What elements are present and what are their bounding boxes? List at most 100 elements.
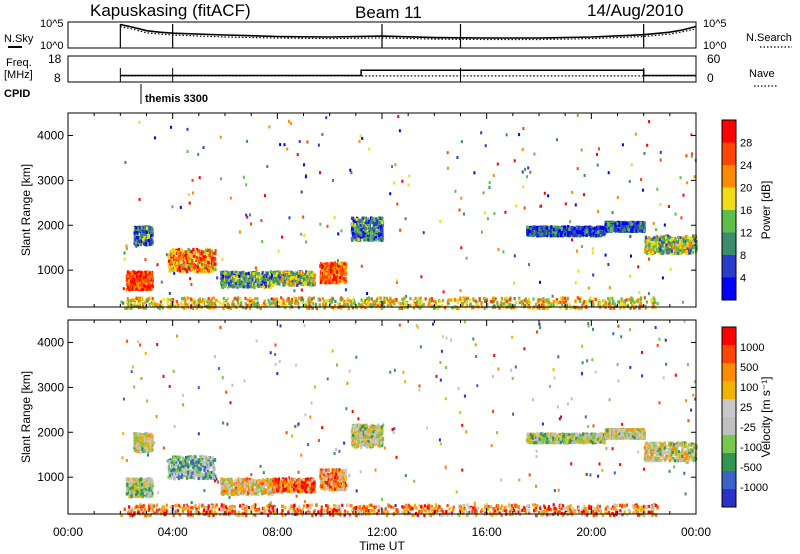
echo-cell xyxy=(591,233,594,237)
echo-cell xyxy=(674,212,677,216)
echo-cell xyxy=(639,221,642,226)
echo-cell xyxy=(195,250,198,254)
echo-cell xyxy=(287,277,290,281)
echo-cell xyxy=(238,274,241,278)
echo-cell xyxy=(223,284,226,288)
echo-cell xyxy=(368,238,371,242)
echo-cell xyxy=(596,152,598,156)
echo-cell xyxy=(138,286,141,290)
echo-cell xyxy=(187,251,190,255)
echo-cell xyxy=(180,263,183,267)
echo-cell xyxy=(497,247,500,251)
echo-cell xyxy=(232,276,235,281)
echo-cell xyxy=(278,282,281,286)
echo-cell xyxy=(179,269,182,273)
echo-cell xyxy=(236,284,239,288)
echo-cell xyxy=(148,286,151,290)
freq-panel: 18 8 60 0 xyxy=(48,52,721,85)
echo-cell xyxy=(367,220,371,224)
echo-cell xyxy=(600,230,603,234)
echo-cell xyxy=(442,290,445,294)
echo-cell xyxy=(529,231,532,235)
echo-cell xyxy=(460,140,463,144)
echo-cell xyxy=(622,224,625,228)
echo-cell xyxy=(397,115,400,119)
echo-cell xyxy=(590,226,593,230)
echo-cell xyxy=(167,259,171,263)
echo-cell xyxy=(374,217,377,221)
echo-cell xyxy=(144,232,147,236)
echo-cell xyxy=(526,227,529,231)
echo-cell xyxy=(360,264,363,268)
echo-cell xyxy=(502,250,505,254)
echo-cell xyxy=(219,177,222,181)
echo-cell xyxy=(236,279,239,284)
echo-cell xyxy=(454,189,457,193)
echo-cell xyxy=(523,206,526,210)
echo-cell xyxy=(367,224,370,228)
echo-cell xyxy=(656,187,659,191)
date-title: 14/Aug/2010 xyxy=(587,1,683,20)
echo-cell xyxy=(178,267,181,271)
echo-cell xyxy=(151,284,154,288)
echo-cell xyxy=(195,264,198,268)
echo-cell xyxy=(542,226,545,230)
echo-cell xyxy=(554,234,557,238)
echo-cell xyxy=(201,263,204,267)
echo-cell xyxy=(280,279,283,283)
echo-cell xyxy=(576,113,579,117)
echo-cell xyxy=(625,228,628,232)
echo-cell xyxy=(634,132,637,136)
echo-cell xyxy=(599,234,602,238)
echo-cell xyxy=(332,277,335,282)
echo-cell xyxy=(366,217,369,221)
echo-cell xyxy=(184,250,187,254)
echo-cell xyxy=(492,174,495,177)
echo-cell xyxy=(139,284,142,288)
echo-cell xyxy=(295,273,298,278)
echo-cell xyxy=(573,226,576,230)
echo-cell xyxy=(319,171,321,175)
echo-cell xyxy=(354,235,357,239)
echo-cell xyxy=(222,270,225,274)
echo-cell xyxy=(598,147,600,151)
echo-cell xyxy=(372,220,375,225)
echo-cell xyxy=(248,280,251,285)
echo-cell xyxy=(219,135,222,139)
echo-cell xyxy=(234,277,238,281)
echo-cell xyxy=(542,233,545,237)
echo-cell xyxy=(150,228,153,232)
echo-cell xyxy=(127,279,130,283)
echo-cell xyxy=(338,274,341,278)
echo-cell xyxy=(209,263,212,267)
echo-cell xyxy=(268,125,271,129)
echo-cell xyxy=(604,253,607,257)
nave-tick-top: 60 xyxy=(707,52,721,66)
echo-cell xyxy=(646,143,649,147)
echo-cell xyxy=(344,268,347,272)
echo-cell xyxy=(652,296,655,300)
echo-cell xyxy=(592,273,595,277)
echo-cell xyxy=(145,281,148,285)
echo-cell xyxy=(538,234,541,238)
echo-cell xyxy=(369,227,372,231)
echo-cell xyxy=(526,230,529,234)
echo-cell xyxy=(138,239,142,244)
nsearch-label: N.Search xyxy=(746,32,792,44)
echo-cell xyxy=(405,294,408,298)
echo-cell xyxy=(377,217,380,221)
echo-cell xyxy=(369,221,372,225)
echo-cell xyxy=(145,287,148,292)
echo-cell xyxy=(266,272,269,276)
echo-cell xyxy=(290,121,293,125)
echo-cell xyxy=(282,276,285,280)
echo-cell xyxy=(290,281,293,285)
echo-cell xyxy=(524,167,527,171)
echo-cell xyxy=(359,223,362,227)
echo-cell xyxy=(227,278,230,282)
echo-cell xyxy=(298,140,301,143)
echo-cell xyxy=(207,264,210,268)
echo-cell xyxy=(635,227,638,231)
echo-cell xyxy=(236,276,239,280)
echo-cell xyxy=(306,279,309,283)
